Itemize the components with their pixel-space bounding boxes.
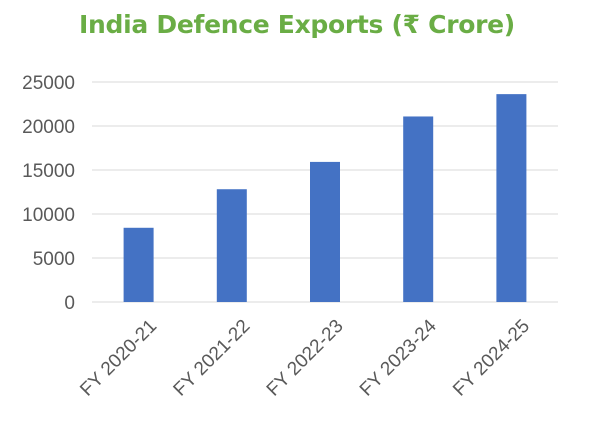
- y-tick-label-4: 20000: [22, 117, 75, 138]
- x-tick-label-2: FY 2021-22: [170, 316, 255, 401]
- bar-1: [123, 227, 154, 302]
- bar-3: [310, 161, 340, 302]
- chart-title: India Defence Exports (₹ Crore): [79, 10, 515, 39]
- bar-4: [403, 116, 434, 302]
- bar-5: [496, 94, 527, 302]
- y-tick-label-0: 0: [64, 293, 75, 314]
- y-axis-tick-labels: 0 5000 10000 15000 20000 25000: [22, 73, 75, 314]
- x-tick-label-5: FY 2024-25: [449, 316, 534, 401]
- y-tick-label-5: 25000: [22, 73, 75, 94]
- y-tick-label-1: 5000: [33, 249, 75, 270]
- x-tick-label-3: FY 2022-23: [263, 316, 348, 401]
- x-tick-label-4: FY 2023-24: [356, 315, 441, 400]
- bars: [123, 94, 527, 302]
- x-tick-label-1: FY 2020-21: [76, 316, 161, 401]
- y-tick-label-3: 15000: [22, 161, 75, 182]
- bar-2: [216, 189, 247, 302]
- y-tick-label-2: 10000: [22, 205, 75, 226]
- x-axis-tick-labels: FY 2020-21 FY 2021-22 FY 2022-23 FY 2023-24…: [76, 315, 534, 400]
